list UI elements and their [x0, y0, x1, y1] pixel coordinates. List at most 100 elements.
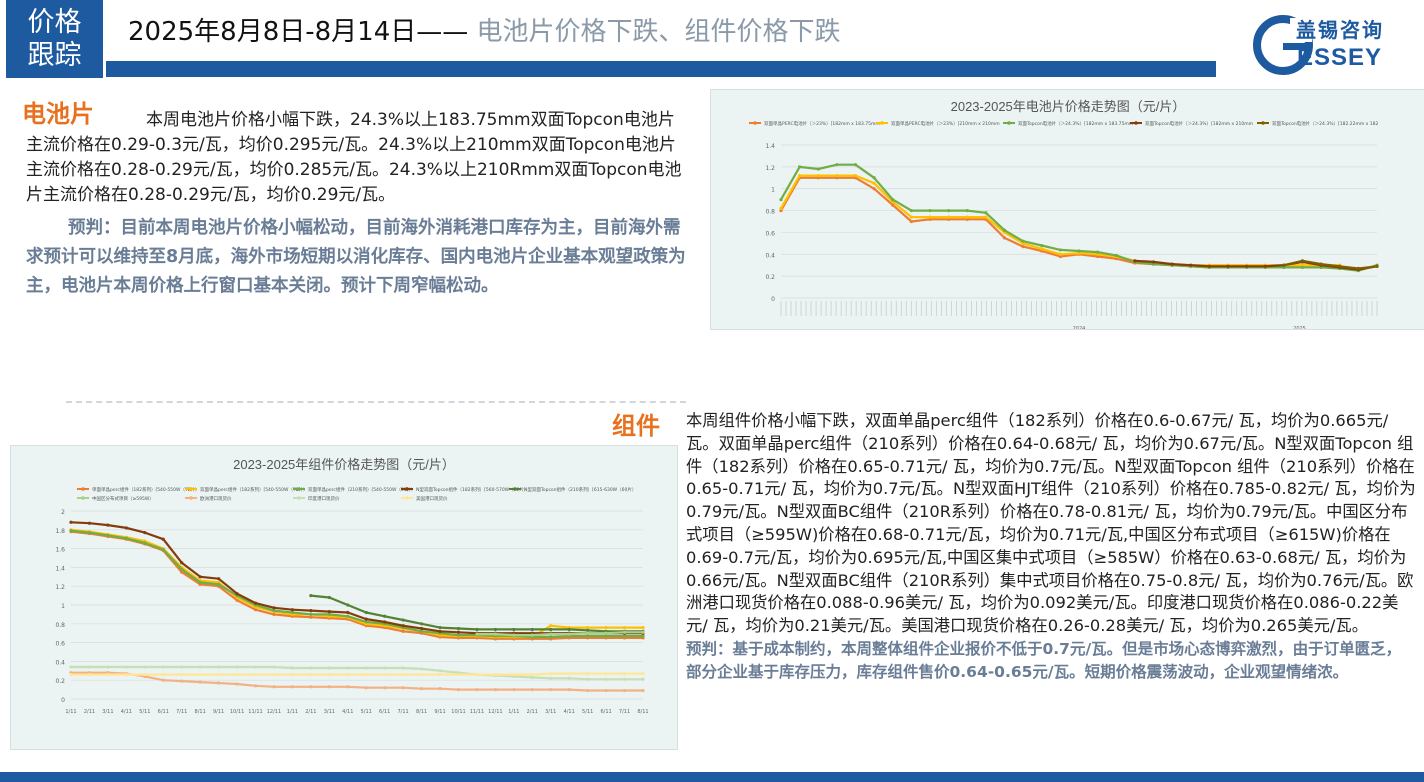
series-point: [604, 688, 608, 693]
x-tick-label: 7/11: [398, 709, 409, 715]
series-point: [383, 666, 387, 670]
series-point: [779, 208, 783, 213]
series-point: [309, 612, 313, 616]
series-point: [235, 682, 239, 686]
series-point: [779, 206, 783, 210]
series-point: [401, 629, 405, 633]
series-point: [549, 676, 553, 680]
x-tick-label: 4/11: [121, 709, 132, 715]
series-point: [401, 666, 405, 670]
series-point: [1319, 262, 1323, 266]
series-point: [549, 672, 553, 676]
cell-section-prediction: 预判：目前本周电池片价格小幅松动，目前海外消耗港口库存为主，目前海外需求预计可以…: [26, 218, 686, 296]
series-point: [272, 685, 276, 689]
series-point: [622, 625, 627, 630]
series-point: [622, 672, 627, 676]
y-tick-label: 1.2: [765, 165, 775, 172]
series-point: [604, 677, 608, 681]
series-point: [1096, 250, 1100, 254]
series-point: [309, 594, 313, 598]
legend-label: 双面单晶PERC电池片（＞23%）[210mm x 210mm: [891, 120, 1000, 127]
legend-label: 双面单晶PERC电池片（＞23%）[182mm x 183.75mm: [764, 120, 880, 127]
series-point: [346, 610, 350, 615]
x-tick-label: 2/11: [527, 709, 538, 715]
cell-price-chart: 2023-2025年电池片价格走势图（元/片） 0 0.2 0.4 0.6 0.8 1 1.…: [710, 89, 1424, 330]
series-point: [475, 627, 479, 632]
series-point: [1114, 253, 1118, 257]
legend-marker: [405, 496, 409, 500]
series-point: [1189, 263, 1193, 267]
series-point: [586, 628, 590, 632]
series-point: [438, 669, 442, 673]
series-point: [1226, 264, 1230, 268]
series-point: [530, 633, 534, 637]
series-point: [327, 672, 331, 677]
series-point: [106, 672, 110, 677]
x-tick-label: 8/11: [637, 709, 648, 715]
series-point: [456, 688, 461, 692]
series-point: [853, 174, 858, 178]
series-point: [779, 198, 783, 202]
y-tick-label: 1.2: [55, 584, 65, 591]
series-point: [549, 624, 553, 628]
series-point: [493, 627, 497, 632]
x-tick-label: 9/11: [213, 709, 224, 715]
series-point: [604, 631, 608, 635]
series-point: [124, 672, 128, 677]
module-chart-title: 2023-2025年组件价格走势图（元/片）: [233, 457, 455, 472]
page-title-date: 2025年8月8日-8月14日——: [128, 17, 469, 47]
series-point: [512, 672, 516, 677]
series-point: [143, 672, 147, 677]
series-point: [1002, 228, 1007, 232]
series-point: [530, 688, 534, 692]
legend-marker: [297, 487, 301, 491]
series-point: [401, 618, 405, 622]
series-point: [346, 614, 350, 618]
series-point: [641, 634, 645, 638]
x-tick-label: 8/11: [416, 709, 427, 715]
series-point: [180, 672, 184, 677]
series-point: [1021, 239, 1025, 243]
series-point: [835, 174, 839, 178]
series-point: [346, 672, 350, 677]
x-tick-label: 12/11: [267, 709, 281, 715]
series-point: [290, 610, 295, 615]
series-point: [346, 685, 350, 689]
legend-marker: [1261, 121, 1265, 125]
series-point: [475, 632, 479, 636]
series-line: [70, 529, 643, 639]
x-tick-label: 5/11: [139, 709, 150, 715]
series-point: [965, 217, 969, 221]
series-point: [290, 608, 295, 612]
series-point: [419, 672, 424, 677]
series-point: [272, 612, 276, 616]
series-point: [456, 672, 461, 677]
y-tick-label: 1: [771, 187, 775, 194]
cell-chart-svg: 0 0.2 0.4 0.6 0.8 1 1.2 1.4 2024 2025 双面单晶PERC电池片（…: [749, 120, 1379, 329]
series-point: [891, 198, 895, 202]
series-point: [87, 531, 92, 535]
series-point: [346, 603, 350, 607]
series-point: [549, 627, 553, 632]
series-point: [1096, 252, 1100, 256]
y-tick-label: 1.4: [55, 565, 65, 572]
series-point: [383, 686, 387, 690]
series-point: [217, 672, 221, 677]
series-point: [1077, 251, 1081, 255]
series-point: [419, 667, 424, 671]
series-point: [235, 592, 239, 596]
series-point: [1096, 254, 1100, 259]
legend-label: 双面单晶perc组件（210系列）[540-550W（55片）: [308, 486, 416, 493]
page-title-headline: 电池片价格下跌、组件价格下跌: [476, 17, 841, 47]
series-point: [530, 675, 534, 679]
legend-marker: [189, 496, 193, 500]
footer-bar: [0, 772, 1424, 782]
series-point: [124, 536, 128, 540]
y-tick-label: 1.4: [765, 143, 775, 150]
x-group-label: 2025: [1293, 326, 1306, 329]
series-point: [290, 672, 295, 677]
series-point: [604, 625, 608, 630]
series-point: [217, 665, 221, 669]
y-tick-label: 1.8: [55, 528, 65, 535]
series-point: [198, 575, 202, 579]
